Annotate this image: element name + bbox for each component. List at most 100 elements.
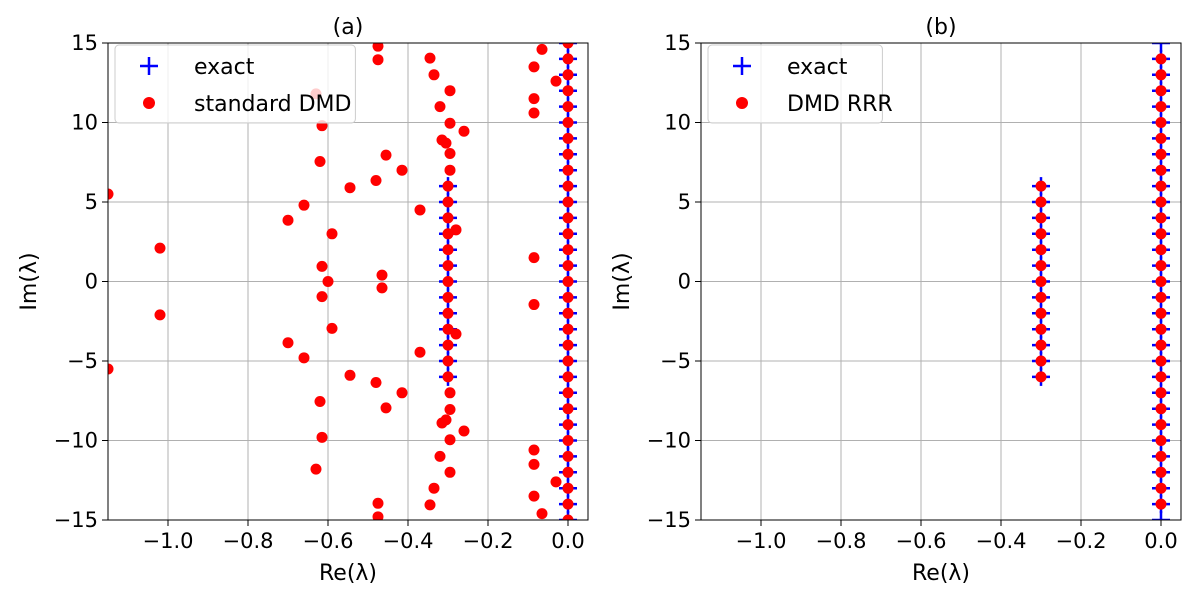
eigenvalue-point: [562, 148, 574, 160]
legend-label: standard DMD: [194, 92, 351, 117]
eigenvalue-point: [396, 164, 408, 176]
eigenvalue-point: [1035, 180, 1047, 192]
y-tick-label: 0: [85, 270, 98, 294]
eigenvalue-point: [1155, 132, 1167, 144]
eigenvalue-point: [550, 476, 562, 488]
y-axis-label: Im(λ): [610, 252, 635, 310]
eigenvalue-point: [442, 244, 454, 256]
eigenvalue-point: [550, 75, 562, 87]
eigenvalue-point: [1155, 371, 1167, 383]
x-tick-label: −0.2: [463, 529, 514, 553]
eigenvalue-point: [326, 228, 338, 240]
eigenvalue-point: [1155, 260, 1167, 272]
eigenvalue-point: [1035, 276, 1047, 287]
y-tick-label: −5: [67, 349, 98, 373]
eigenvalue-point: [444, 164, 456, 176]
eigenvalue-point: [316, 291, 328, 303]
eigenvalue-point: [528, 93, 540, 105]
eigenvalue-point: [562, 498, 574, 510]
eigenvalue-point: [322, 276, 334, 287]
data-marks: [108, 43, 577, 520]
eigenvalue-point: [372, 54, 384, 66]
eigenvalue-point: [1155, 117, 1167, 128]
x-tick-label: −0.6: [303, 529, 354, 553]
eigenvalue-point: [442, 371, 454, 383]
x-tick-label: −1.0: [143, 529, 194, 553]
eigenvalue-point: [562, 387, 574, 399]
eigenvalue-point: [528, 458, 540, 470]
eigenvalue-point: [310, 463, 322, 475]
eigenvalue-point: [444, 85, 456, 97]
y-tick-label: −15: [54, 508, 98, 532]
eigenvalue-point: [562, 196, 574, 208]
legend-marker-circle: [736, 97, 748, 109]
y-tick-label: 15: [664, 31, 691, 55]
y-tick-label: −15: [647, 508, 691, 532]
eigenvalue-point: [414, 204, 426, 216]
eigenvalue-point: [108, 363, 114, 375]
eigenvalue-point: [562, 339, 574, 351]
eigenvalue-point: [1155, 435, 1167, 446]
x-tick-label: −0.4: [383, 529, 434, 553]
eigenvalue-point: [1155, 307, 1167, 319]
eigenvalue-point: [442, 212, 454, 224]
eigenvalue-point: [1035, 371, 1047, 383]
legend-label: exact: [194, 55, 255, 80]
eigenvalue-point: [562, 132, 574, 144]
eigenvalue-point: [1155, 53, 1167, 65]
eigenvalue-point: [562, 69, 574, 81]
eigenvalue-point: [562, 450, 574, 462]
eigenvalue-point: [562, 260, 574, 272]
x-tick-label: −0.2: [1056, 529, 1107, 553]
eigenvalue-point: [562, 371, 574, 383]
eigenvalue-point: [562, 101, 574, 113]
eigenvalue-point: [326, 322, 338, 334]
legend-marker-plus: [733, 57, 751, 75]
eigenvalue-point: [1035, 307, 1047, 319]
eigenvalue-point: [108, 188, 114, 200]
eigenvalue-point: [458, 125, 470, 137]
eigenvalue-point: [442, 339, 454, 351]
eigenvalue-point: [154, 242, 166, 254]
eigenvalue-point: [1155, 498, 1167, 510]
eigenvalue-point: [372, 511, 384, 520]
eigenvalue-point: [562, 419, 574, 431]
x-tick-label: −0.4: [976, 529, 1027, 553]
eigenvalue-point: [1155, 355, 1167, 367]
eigenvalue-point: [528, 107, 540, 119]
eigenvalue-point: [154, 309, 166, 321]
eigenvalue-point: [1155, 339, 1167, 351]
eigenvalue-point: [562, 435, 574, 446]
eigenvalue-point: [372, 497, 384, 509]
exact-point: [1152, 511, 1170, 520]
y-tick-label: 10: [664, 111, 691, 135]
eigenvalue-point: [1155, 164, 1167, 176]
exact-point: [559, 43, 577, 52]
x-axis-label: Re(λ): [319, 561, 377, 586]
eigenvalue-point: [344, 369, 356, 381]
eigenvalue-point: [1155, 101, 1167, 113]
eigenvalue-point: [434, 101, 446, 113]
legend: exact standard DMD: [114, 44, 356, 124]
eigenvalue-point: [1155, 196, 1167, 208]
legend-box: [707, 44, 883, 124]
eigenvalue-point: [562, 403, 574, 415]
eigenvalue-point: [562, 482, 574, 494]
eigenvalue-point: [376, 269, 388, 281]
eigenvalue-point: [1155, 85, 1167, 97]
eigenvalue-point: [442, 355, 454, 367]
eigenvalue-point: [536, 43, 548, 55]
eigenvalue-point: [298, 199, 310, 211]
eigenvalue-point: [562, 244, 574, 256]
legend-marker-plus: [140, 57, 158, 75]
eigenvalue-point: [562, 180, 574, 192]
eigenvalue-point: [442, 323, 454, 335]
eigenvalue-point: [380, 149, 392, 161]
eigenvalue-point: [1035, 339, 1047, 351]
panel-title: (b): [925, 15, 956, 40]
eigenvalue-point: [424, 52, 436, 64]
x-tick-label: 0.0: [1144, 529, 1177, 553]
legend-label: exact: [787, 55, 848, 80]
eigenvalue-point: [562, 514, 574, 520]
eigenvalue-point: [528, 299, 540, 311]
